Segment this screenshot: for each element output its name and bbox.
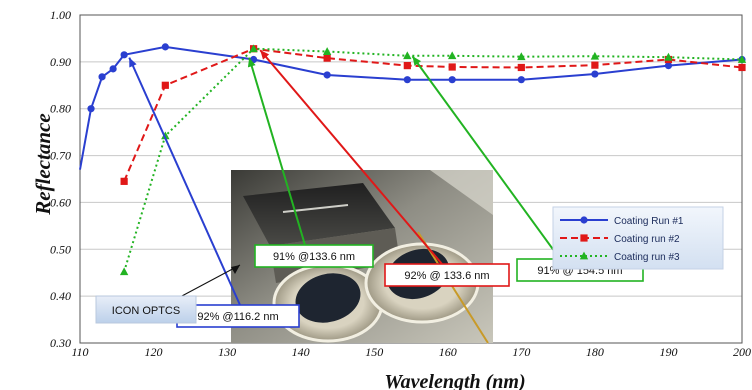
- series-layer: [79, 43, 747, 276]
- legend-swatch-point: [580, 234, 588, 242]
- x-tick-label: 160: [439, 345, 457, 359]
- series-2-point: [738, 63, 746, 72]
- series-1-point: [664, 62, 673, 70]
- annotation-3: 92% @ 133.6 nm: [259, 49, 510, 287]
- y-axis: 0.30 0.40 0.50 0.60 0.70 0.80 0.90 1.00 Reflecta…: [31, 8, 71, 350]
- legend-entries: Coating Run #1 Coating run #2 Coating run …: [552, 206, 724, 270]
- legend-item-1: Coating Run #1: [560, 216, 684, 227]
- series-3-point: [403, 51, 412, 60]
- x-tick-label: 170: [512, 345, 530, 359]
- photo-label: ICON OPTCS: [95, 264, 241, 324]
- annotation-arrow: [411, 55, 561, 260]
- series-1-point: [87, 105, 95, 113]
- series-3-point: [664, 52, 673, 61]
- annotation-1: 92% @116.2 nm: [128, 57, 300, 328]
- annotation-arrowhead: [129, 57, 137, 68]
- x-tick-label: 150: [365, 345, 383, 359]
- photo-label-text: ICON OPTCS: [112, 305, 180, 317]
- series-2-point: [323, 54, 331, 62]
- photo-label-arrow: [179, 264, 241, 298]
- annotation-arrowhead: [412, 56, 422, 66]
- series-2-point: [448, 63, 456, 71]
- legend-label: Coating Run #1: [614, 216, 684, 227]
- series-1-point: [98, 73, 106, 81]
- series-3-point: [590, 51, 600, 60]
- x-axis-title: Wavelength (nm): [384, 371, 525, 390]
- series-1-point: [591, 70, 599, 78]
- series-2: [120, 45, 746, 185]
- annotation-2: 91% @133.6 nm: [247, 57, 374, 268]
- series-1-point: [517, 76, 525, 84]
- legend-item-2: Coating run #2: [560, 234, 680, 245]
- series-2-point: [403, 62, 411, 70]
- annotation-arrow: [259, 49, 443, 265]
- x-tick-label: 200: [733, 345, 751, 359]
- x-tick-label: 180: [586, 345, 604, 359]
- series-2-point: [120, 177, 128, 185]
- series-3-point: [161, 131, 170, 140]
- series-3-point: [517, 52, 526, 61]
- series-1-point: [161, 43, 169, 51]
- series-3: [119, 44, 747, 276]
- series-3-point: [119, 267, 129, 276]
- series-3-point: [249, 44, 258, 53]
- x-tick-label: 120: [145, 345, 163, 359]
- series-2-line: [123, 47, 743, 182]
- annotation-text: 92% @116.2 nm: [197, 311, 278, 323]
- series-1-point: [323, 71, 331, 79]
- annotation-arrow: [128, 57, 241, 306]
- series-1: [79, 43, 746, 170]
- y-tick-label: 0.80: [50, 102, 71, 116]
- series-2-point: [517, 63, 525, 72]
- annotation-text: 91% @133.6 nm: [273, 251, 355, 263]
- legend-label: Coating run #3: [614, 252, 680, 263]
- series-3-point: [322, 47, 332, 55]
- annotation-arrow: [248, 57, 306, 246]
- x-tick-label: 140: [292, 345, 310, 359]
- x-tick-label: 130: [218, 345, 236, 359]
- annotation-box: [254, 244, 374, 268]
- annotations: 92% @116.2 nm 91% @133.6 nm 92% @ 133.6 nm…: [128, 49, 644, 328]
- series-1-point: [109, 65, 117, 73]
- series-2-point: [161, 81, 169, 89]
- y-tick-label: 0.90: [50, 55, 71, 69]
- y-tick-label: 0.40: [50, 289, 71, 303]
- annotation-arrowhead: [247, 57, 256, 68]
- y-tick-label: 0.60: [50, 195, 71, 209]
- photo-label-box: [95, 295, 197, 324]
- y-tick-label: 0.30: [50, 336, 71, 350]
- legend-label: Coating run #2: [614, 234, 680, 245]
- y-tick-label: 0.50: [50, 242, 71, 256]
- photo-label-arrowhead: [231, 265, 240, 274]
- x-tick-label: 190: [659, 345, 677, 359]
- series-2-point: [591, 61, 599, 69]
- annotation-text: 92% @ 133.6 nm: [404, 270, 489, 282]
- y-tick-label: 0.70: [50, 149, 71, 163]
- y-axis-title: Reflectance: [31, 113, 55, 215]
- legend-item-3: Coating run #3: [560, 251, 680, 263]
- y-tick-label: 1.00: [50, 8, 71, 22]
- annotation-box: [384, 263, 510, 287]
- x-tick-label: 110: [71, 345, 88, 359]
- series-3-point: [737, 55, 747, 63]
- annotation-arrowhead: [260, 50, 270, 60]
- legend-swatch-point: [579, 251, 589, 260]
- legend-swatch-point: [580, 216, 588, 224]
- series-1-point: [403, 76, 411, 84]
- series-3-point: [447, 51, 457, 60]
- x-axis: 110 120 130 140 150 160 170 180 190 200 Wavelength…: [71, 345, 751, 390]
- series-1-point: [120, 51, 128, 59]
- series-1-point: [448, 76, 456, 84]
